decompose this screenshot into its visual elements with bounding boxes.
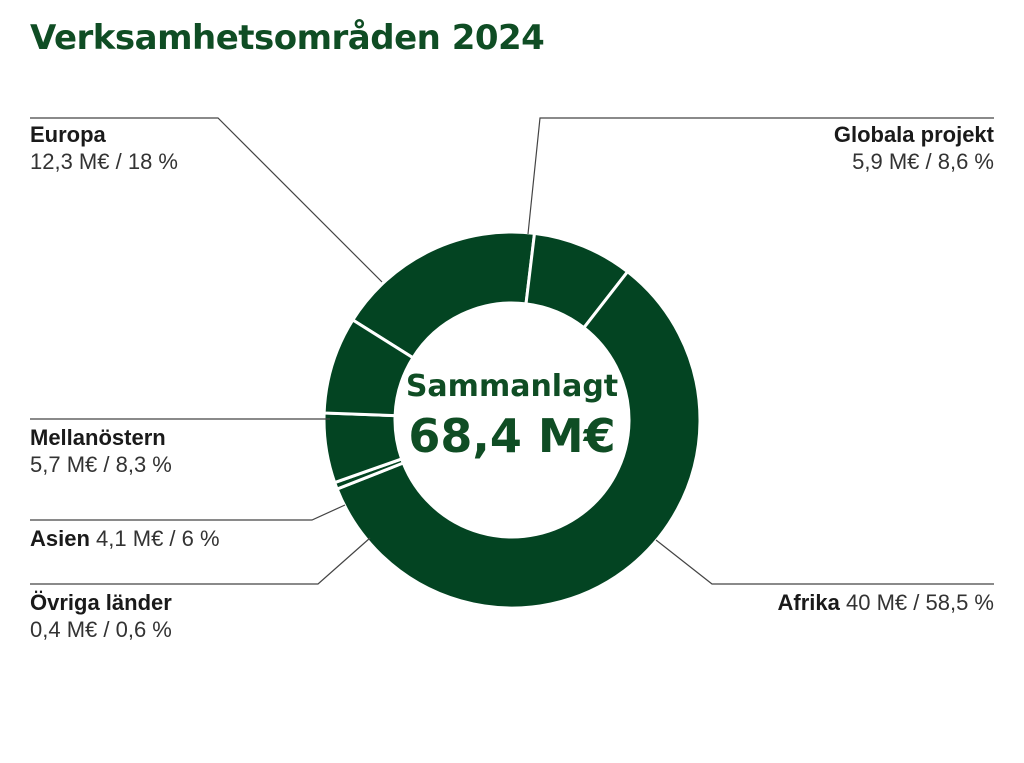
center-label: Sammanlagt: [406, 369, 618, 404]
label-ovriga-lander: Övriga länder 0,4 M€ / 0,6 %: [30, 589, 172, 643]
leader-line-afrika: [655, 539, 994, 585]
leader-line-globala-projekt: [527, 117, 994, 235]
label-mellanostern: Mellanöstern 5,7 M€ / 8,3 %: [30, 424, 172, 478]
leader-line-europa: [30, 117, 383, 283]
slice-name-globala-projekt: Globala projekt: [833, 122, 994, 147]
label-globala-projekt: Globala projekt 5,9 M€ / 8,6 %: [834, 121, 994, 175]
label-afrika: Afrika 40 M€ / 58,5 %: [778, 589, 994, 616]
donut-slices: [322, 230, 702, 610]
slice-name-ovriga-lander: Övriga länder: [30, 590, 172, 615]
chart-title: Verksamhetsområden 2024: [30, 18, 545, 58]
leader-lines: [30, 117, 994, 585]
slice-value-europa: 12,3 M€ / 18 %: [30, 149, 178, 174]
slice-value-mellanostern: 5,7 M€ / 8,3 %: [30, 452, 172, 477]
slice-name-europa: Europa: [30, 122, 106, 147]
leader-line-ovriga-lander: [30, 537, 371, 585]
slice-afrika: [335, 269, 702, 610]
slice-name-mellanostern: Mellanöstern: [30, 425, 166, 450]
leader-line-asien: [30, 504, 346, 521]
slice-value-afrika: 40 M€ / 58,5 %: [846, 590, 994, 615]
slice-name-asien: Asien: [30, 526, 90, 551]
slice-name-afrika: Afrika: [777, 590, 840, 615]
slice-mellan-stern: [322, 317, 415, 418]
slice-value-ovriga-lander: 0,4 M€ / 0,6 %: [30, 617, 172, 642]
slice-value-globala-projekt: 5,9 M€ / 8,6 %: [852, 149, 994, 174]
label-europa: Europa 12,3 M€ / 18 %: [30, 121, 178, 175]
slice-value-asien: 4,1 M€ / 6 %: [96, 526, 220, 551]
center-total: 68,4 M€: [408, 409, 615, 463]
label-asien: Asien 4,1 M€ / 6 %: [30, 525, 220, 552]
